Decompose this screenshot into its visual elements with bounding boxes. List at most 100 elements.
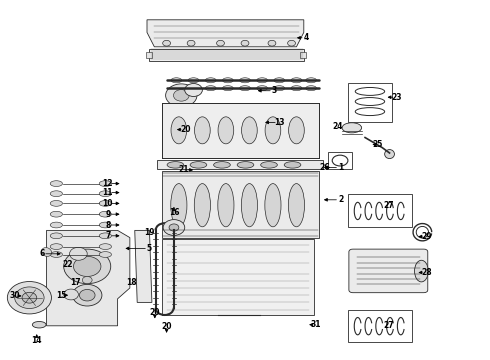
Ellipse shape: [194, 184, 211, 227]
Circle shape: [7, 282, 51, 314]
Text: 14: 14: [31, 336, 42, 345]
Text: 7: 7: [105, 231, 110, 240]
Circle shape: [241, 40, 249, 46]
Ellipse shape: [342, 123, 362, 133]
Text: 21: 21: [178, 165, 189, 174]
Ellipse shape: [32, 321, 46, 328]
Text: 27: 27: [383, 202, 394, 210]
Ellipse shape: [99, 233, 111, 239]
Ellipse shape: [50, 233, 63, 239]
Text: 16: 16: [169, 208, 179, 217]
Ellipse shape: [257, 86, 268, 91]
Circle shape: [169, 224, 179, 231]
Ellipse shape: [240, 86, 250, 91]
Ellipse shape: [265, 184, 281, 227]
Text: 20: 20: [149, 307, 160, 317]
Ellipse shape: [222, 86, 233, 91]
Ellipse shape: [195, 117, 210, 144]
Ellipse shape: [99, 211, 111, 217]
Ellipse shape: [242, 117, 257, 144]
FancyBboxPatch shape: [162, 239, 314, 315]
Polygon shape: [149, 49, 304, 61]
Ellipse shape: [171, 117, 187, 144]
Ellipse shape: [42, 248, 51, 256]
FancyBboxPatch shape: [349, 249, 428, 293]
Circle shape: [166, 84, 197, 107]
Text: 6: 6: [39, 249, 44, 258]
Text: 23: 23: [392, 93, 402, 102]
Text: 24: 24: [333, 122, 343, 131]
Text: 4: 4: [304, 33, 309, 42]
Ellipse shape: [50, 191, 63, 197]
Text: 19: 19: [144, 228, 155, 237]
Text: 29: 29: [421, 232, 432, 241]
Text: 31: 31: [311, 320, 321, 329]
FancyBboxPatch shape: [157, 160, 323, 169]
Circle shape: [163, 220, 185, 235]
Bar: [328, 152, 352, 169]
Ellipse shape: [415, 260, 428, 282]
Ellipse shape: [288, 184, 305, 227]
Ellipse shape: [291, 86, 302, 91]
Circle shape: [187, 40, 195, 46]
Circle shape: [70, 247, 87, 260]
Ellipse shape: [99, 244, 111, 249]
Ellipse shape: [214, 162, 230, 168]
Text: 9: 9: [105, 210, 110, 219]
Circle shape: [163, 40, 171, 46]
Ellipse shape: [50, 211, 63, 217]
Ellipse shape: [265, 117, 281, 144]
FancyBboxPatch shape: [162, 171, 318, 238]
Text: 30: 30: [9, 292, 20, 300]
Ellipse shape: [240, 78, 250, 83]
Circle shape: [173, 90, 189, 101]
Ellipse shape: [261, 162, 277, 168]
Polygon shape: [47, 230, 130, 326]
Text: 10: 10: [102, 199, 113, 208]
Polygon shape: [147, 20, 304, 47]
Bar: [146, 52, 152, 58]
Ellipse shape: [50, 252, 63, 257]
Circle shape: [74, 256, 101, 276]
Ellipse shape: [257, 78, 268, 83]
Circle shape: [64, 249, 111, 284]
FancyBboxPatch shape: [162, 103, 318, 158]
Ellipse shape: [237, 162, 254, 168]
Polygon shape: [135, 230, 152, 302]
Text: 8: 8: [105, 220, 110, 230]
Circle shape: [288, 40, 295, 46]
Ellipse shape: [171, 184, 187, 227]
Bar: [348, 310, 412, 342]
Circle shape: [79, 289, 95, 301]
Ellipse shape: [50, 181, 63, 186]
Ellipse shape: [284, 162, 301, 168]
Circle shape: [217, 40, 224, 46]
Ellipse shape: [306, 86, 317, 91]
Ellipse shape: [99, 201, 111, 206]
Ellipse shape: [50, 201, 63, 206]
Bar: [348, 194, 412, 227]
Circle shape: [22, 292, 37, 303]
Ellipse shape: [205, 86, 216, 91]
Bar: [300, 52, 306, 58]
Ellipse shape: [289, 117, 304, 144]
Text: 17: 17: [71, 278, 81, 287]
Ellipse shape: [171, 78, 182, 83]
Ellipse shape: [291, 78, 302, 83]
Text: 1: 1: [338, 163, 343, 172]
Text: 2: 2: [338, 195, 343, 204]
Ellipse shape: [274, 78, 285, 83]
Ellipse shape: [222, 78, 233, 83]
Text: 20: 20: [180, 125, 191, 134]
Circle shape: [185, 84, 202, 96]
Circle shape: [82, 276, 92, 284]
Ellipse shape: [99, 252, 111, 257]
Ellipse shape: [171, 86, 182, 91]
Text: 11: 11: [102, 188, 113, 197]
Text: 5: 5: [147, 244, 152, 253]
Ellipse shape: [188, 86, 199, 91]
Ellipse shape: [50, 244, 63, 249]
Text: 18: 18: [126, 278, 137, 287]
Ellipse shape: [385, 150, 394, 158]
Ellipse shape: [218, 117, 234, 144]
